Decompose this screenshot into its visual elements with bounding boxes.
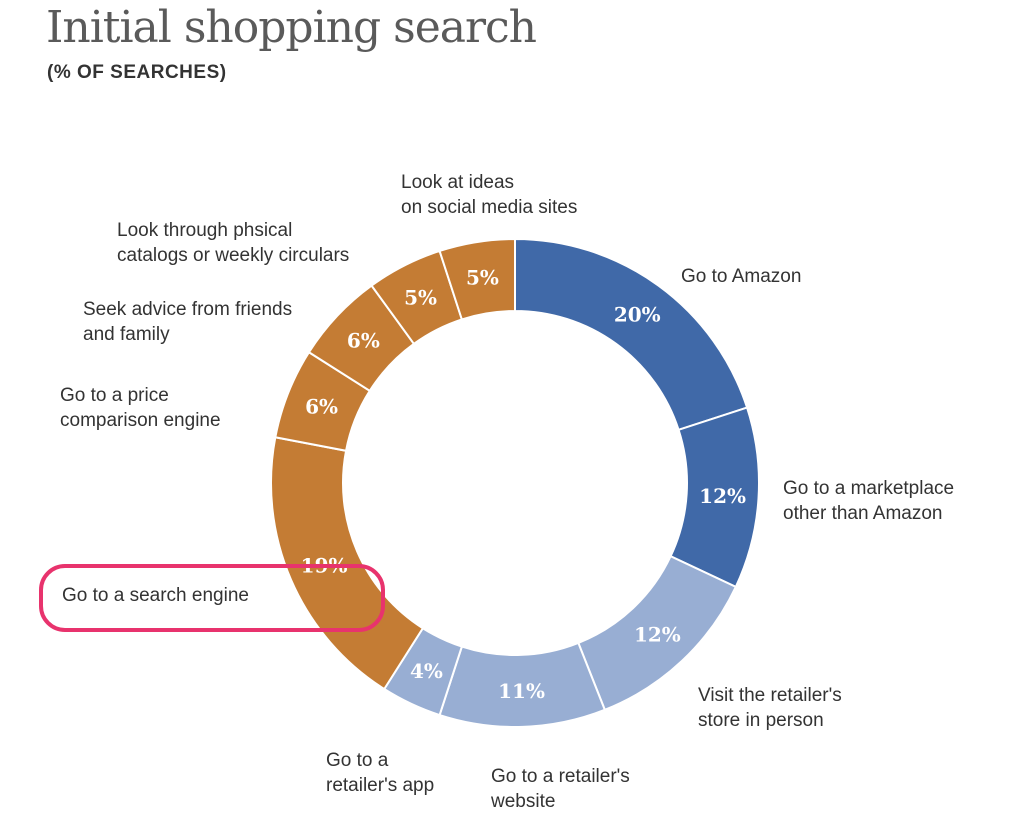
chart-title: Initial shopping search xyxy=(46,2,537,53)
slice-value-label: 4% xyxy=(410,659,443,683)
slice-value-label: 5% xyxy=(466,266,499,290)
slice-value-label: 20% xyxy=(614,303,661,327)
slice-value-label: 6% xyxy=(305,394,338,418)
slice-category-label: Go to a retailer's website xyxy=(490,766,630,812)
slice-value-label: 11% xyxy=(498,679,545,703)
donut-slices xyxy=(270,237,760,728)
slice-category-label: Go to a price comparison engine xyxy=(60,385,221,431)
slice-category-label: Look at ideas on social media sites xyxy=(401,172,577,218)
slice-category-label: Go to a marketplace other than Amazon xyxy=(783,478,954,524)
slice-value-label: 5% xyxy=(404,286,437,310)
donut-slice xyxy=(438,237,516,321)
slice-category-label: Seek advice from friends and family xyxy=(83,299,292,345)
slice-category-label: Go to a search engine xyxy=(62,585,249,606)
category-labels: Go to Amazon Go to a marketplace other tha… xyxy=(60,172,954,812)
chart-subtitle: (% OF SEARCHES) xyxy=(47,62,227,83)
slice-value-label: 12% xyxy=(699,484,746,508)
slice-category-label: Visit the retailer's store in person xyxy=(698,685,842,731)
slice-category-label: Go to Amazon xyxy=(681,266,801,287)
slice-category-label: Look through phsical catalogs or weekly c… xyxy=(117,220,349,266)
slice-value-label: 6% xyxy=(347,329,380,353)
slice-value-label: 12% xyxy=(634,623,681,647)
highlight-callout xyxy=(39,564,385,632)
slice-category-label: Go to a retailer's app xyxy=(326,750,434,796)
